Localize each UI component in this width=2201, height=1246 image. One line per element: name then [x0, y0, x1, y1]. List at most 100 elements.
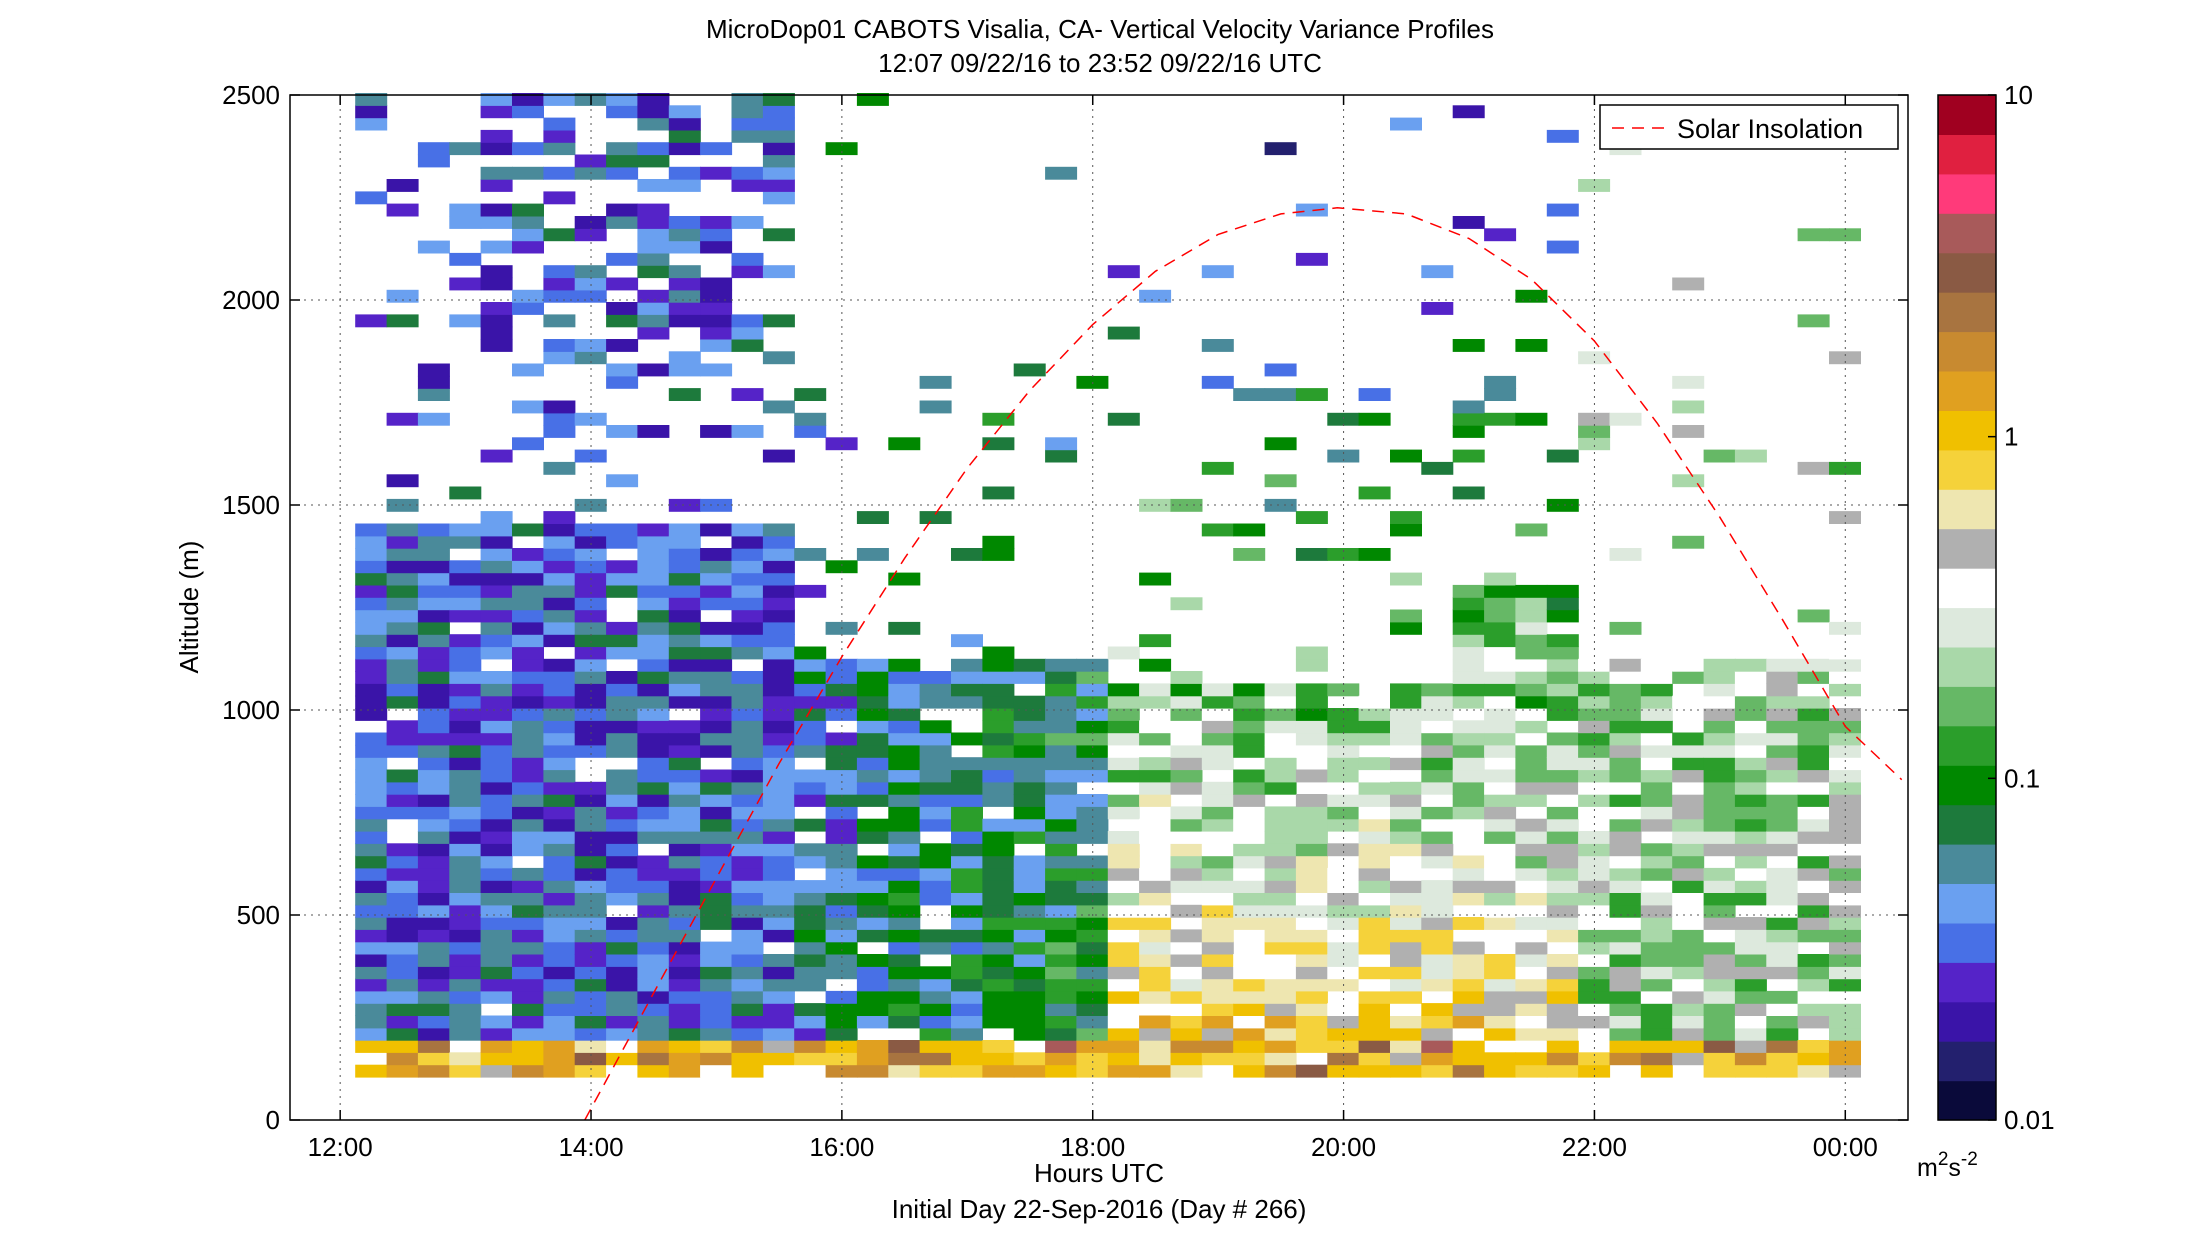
heatmap-cell	[1578, 695, 1611, 709]
heatmap-cell	[1390, 744, 1422, 758]
x-tick-label: 14:00	[558, 1132, 623, 1162]
heatmap-cell	[1640, 966, 1673, 980]
heatmap-cell	[1045, 867, 1078, 881]
heatmap-cell	[919, 1027, 952, 1041]
heatmap-cell	[1295, 892, 1328, 906]
heatmap-cell	[1452, 990, 1485, 1004]
heatmap-cell	[888, 954, 921, 967]
heatmap-cell	[1013, 363, 1046, 377]
heatmap-cell	[700, 142, 733, 156]
heatmap-cell	[637, 818, 670, 832]
heatmap-cell	[1264, 757, 1297, 771]
heatmap-cell	[794, 1015, 827, 1029]
heatmap-cell	[1139, 289, 1172, 303]
heatmap-cell	[919, 1015, 952, 1029]
heatmap-cell	[1327, 954, 1360, 967]
heatmap-cell	[1640, 781, 1673, 795]
heatmap-cell	[762, 671, 795, 684]
heatmap-cell	[1139, 1052, 1172, 1066]
heatmap-cell	[762, 154, 795, 168]
heatmap-cell	[574, 855, 607, 869]
heatmap-cell	[606, 720, 639, 734]
heatmap-cell	[1515, 523, 1548, 537]
heatmap-cell	[1201, 929, 1234, 943]
heatmap-cell	[1390, 966, 1422, 980]
heatmap-cell	[1829, 658, 1861, 672]
heatmap-cell	[982, 904, 1015, 918]
heatmap-cell	[731, 179, 764, 192]
heatmap-cell	[982, 1052, 1015, 1066]
heatmap-cell	[1797, 892, 1830, 906]
heatmap-cell	[668, 363, 701, 377]
heatmap-cell	[1829, 732, 1861, 746]
heatmap-cell	[1515, 843, 1548, 857]
heatmap-cell	[700, 523, 733, 537]
heatmap-cell	[1045, 1064, 1078, 1078]
heatmap-cell	[1546, 671, 1579, 684]
heatmap-cell	[731, 855, 764, 869]
heatmap-cell	[543, 142, 576, 156]
heatmap-cell	[449, 917, 482, 930]
heatmap-cell	[1327, 867, 1360, 881]
heatmap-cell	[731, 314, 764, 328]
heatmap-cell	[1609, 548, 1642, 561]
heatmap-cell	[480, 203, 513, 217]
heatmap-cell	[1201, 781, 1234, 795]
heatmap-cell	[1421, 695, 1454, 709]
heatmap-cell	[1640, 990, 1673, 1004]
heatmap-cell	[1201, 1052, 1234, 1066]
heatmap-cell	[731, 339, 764, 352]
heatmap-cell	[731, 560, 764, 574]
heatmap-cell	[1766, 831, 1799, 844]
heatmap-cell	[1170, 1064, 1203, 1078]
heatmap-cell	[1829, 228, 1861, 242]
heatmap-cell	[574, 339, 607, 352]
heatmap-cell	[606, 621, 639, 635]
heatmap-cell	[1484, 388, 1517, 401]
heatmap-cell	[1295, 806, 1328, 820]
heatmap-cell	[1264, 954, 1297, 967]
heatmap-cell	[888, 658, 921, 672]
heatmap-cell	[982, 720, 1015, 734]
heatmap-cell	[1264, 892, 1297, 906]
heatmap-cell	[1578, 708, 1611, 721]
colorbar-swatch	[1938, 844, 1996, 884]
heatmap-cell	[1201, 806, 1234, 820]
heatmap-cell	[700, 498, 733, 512]
heatmap-cell	[1264, 1015, 1297, 1029]
heatmap-cell	[637, 720, 670, 734]
heatmap-cell	[449, 708, 482, 721]
heatmap-cell	[417, 757, 450, 771]
heatmap-cell	[1170, 818, 1203, 832]
heatmap-cell	[1672, 818, 1705, 832]
heatmap-cell	[1201, 917, 1234, 930]
heatmap-cell	[1797, 744, 1830, 758]
heatmap-cell	[1139, 695, 1172, 709]
heatmap-cell	[355, 732, 388, 746]
heatmap-cell	[386, 1040, 419, 1053]
heatmap-cell	[417, 523, 450, 537]
heatmap-cell	[480, 302, 513, 315]
heatmap-cell	[480, 326, 513, 340]
heatmap-cell	[1578, 1003, 1611, 1016]
heatmap-cell	[1515, 941, 1548, 955]
heatmap-cell	[574, 1015, 607, 1029]
heatmap-cell	[1327, 1064, 1360, 1078]
heatmap-cell	[888, 892, 921, 906]
heatmap-cell	[794, 781, 827, 795]
heatmap-cell	[825, 855, 858, 869]
heatmap-cell	[1640, 683, 1673, 697]
heatmap-cell	[574, 806, 607, 820]
heatmap-cell	[1578, 843, 1611, 857]
heatmap-cell	[574, 548, 607, 561]
colorbar-swatch	[1938, 331, 1996, 372]
heatmap-cell	[762, 1040, 795, 1053]
heatmap-cell	[1672, 732, 1705, 746]
heatmap-cell	[1107, 806, 1140, 820]
heatmap-cell	[355, 855, 388, 869]
heatmap-cell	[1452, 486, 1485, 500]
heatmap-cell	[1139, 954, 1172, 967]
heatmap-cell	[1390, 1040, 1422, 1053]
heatmap-cell	[1421, 757, 1454, 771]
heatmap-cell	[825, 1052, 858, 1066]
